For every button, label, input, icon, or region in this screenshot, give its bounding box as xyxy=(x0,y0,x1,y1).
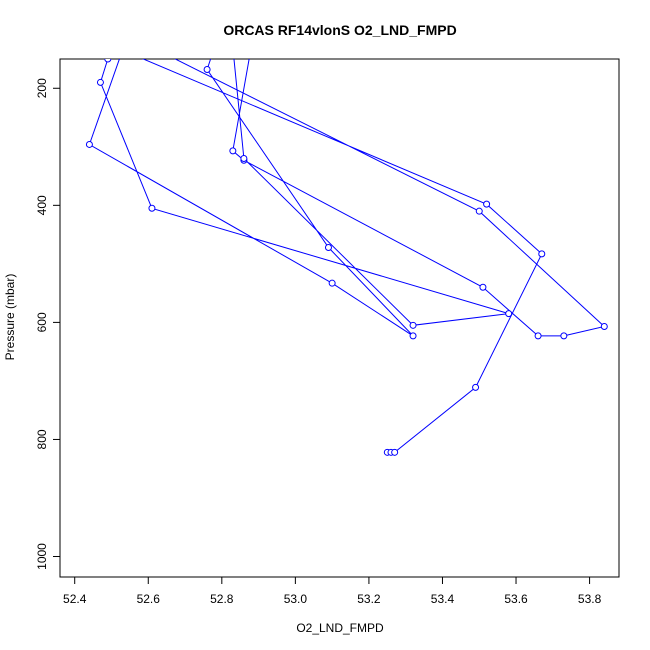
data-point xyxy=(324,243,332,251)
x-tick-label: 52.4 xyxy=(63,592,87,606)
data-point xyxy=(240,155,248,163)
data-point xyxy=(248,44,254,50)
data-point xyxy=(534,332,542,340)
data-point xyxy=(85,140,93,148)
y-tick-label: 600 xyxy=(35,312,49,332)
data-point xyxy=(391,448,399,456)
data-point xyxy=(409,321,417,329)
x-tick-label: 53.0 xyxy=(284,592,308,606)
data-point xyxy=(203,66,211,74)
data-point xyxy=(483,200,491,208)
data-point xyxy=(230,44,236,50)
y-tick-label: 1000 xyxy=(35,543,49,570)
x-tick-label: 53.2 xyxy=(357,592,381,606)
x-tick-label: 52.8 xyxy=(210,592,234,606)
y-axis: 200 400 600 800 1000 xyxy=(35,78,60,570)
x-axis: 52.4 52.6 52.8 53.0 53.2 53.4 53.6 53.8 xyxy=(63,577,602,606)
x-tick-label: 53.8 xyxy=(578,592,602,606)
data-point xyxy=(120,47,126,53)
chart-title: ORCAS RF14vlonS O2_LND_FMPD xyxy=(223,22,456,38)
y-axis-label: Pressure (mbar) xyxy=(3,274,17,361)
data-point xyxy=(472,383,480,391)
data-point xyxy=(538,250,546,258)
x-tick-label: 52.6 xyxy=(137,592,161,606)
data-point xyxy=(229,147,237,155)
x-tick-label: 53.4 xyxy=(431,592,455,606)
data-point xyxy=(148,204,156,212)
data-point xyxy=(560,332,568,340)
data-point xyxy=(475,207,483,215)
x-tick-label: 53.6 xyxy=(504,592,528,606)
plot-frame xyxy=(59,58,620,578)
y-tick-label: 800 xyxy=(35,429,49,449)
data-point xyxy=(479,283,487,291)
data-point xyxy=(96,78,104,86)
data-point xyxy=(328,279,336,287)
data-point xyxy=(409,332,417,340)
data-point xyxy=(104,59,112,63)
series-layer xyxy=(85,44,608,456)
x-axis-label: O2_LND_FMPD xyxy=(296,621,384,635)
data-point xyxy=(505,310,513,318)
data-point xyxy=(211,44,217,50)
data-point xyxy=(149,44,155,50)
data-point xyxy=(600,322,608,330)
series-line xyxy=(88,59,606,453)
y-tick-label: 200 xyxy=(35,78,49,98)
y-tick-label: 400 xyxy=(35,195,49,215)
